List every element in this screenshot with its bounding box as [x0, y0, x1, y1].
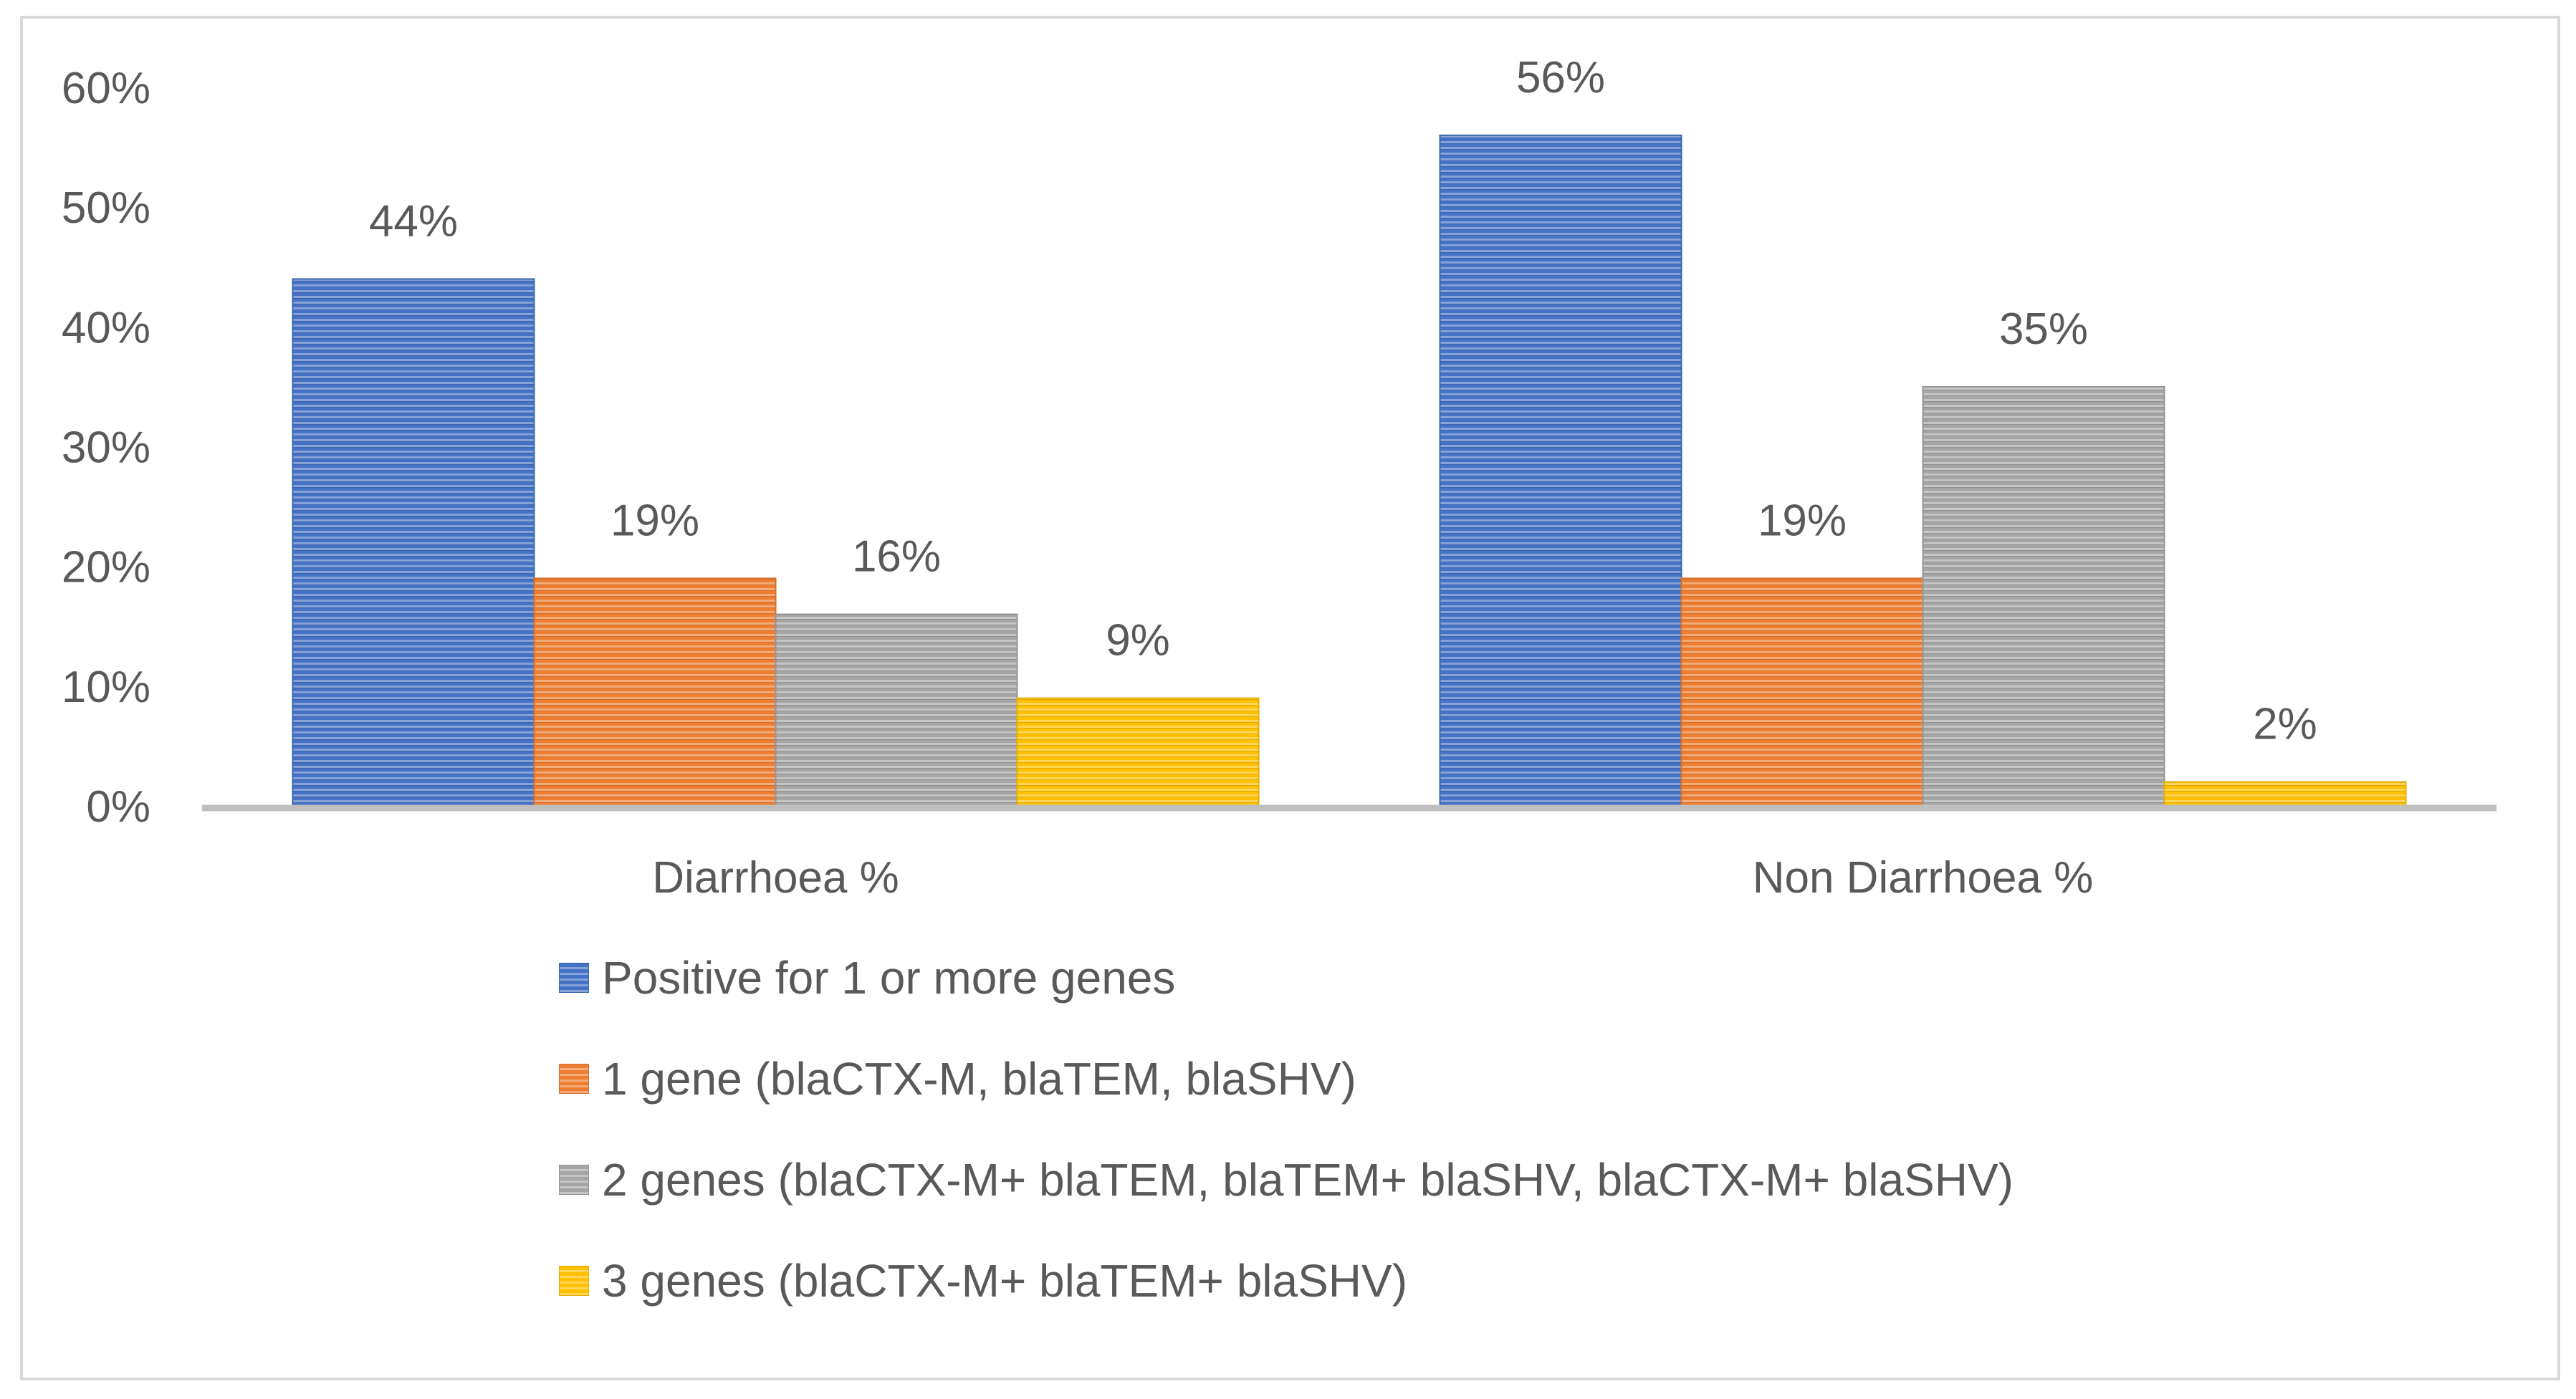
bar-value-label: 35%: [1999, 304, 2088, 354]
y-axis-ticks: 0% 10% 20% 30% 40% 50% 60%: [62, 64, 150, 832]
legend-item: 2 genes (blaCTX-M+ blaTEM, blaTEM+ blaSH…: [559, 1154, 2014, 1206]
legend-item: Positive for 1 or more genes: [559, 952, 2014, 1004]
y-tick-label: 60%: [62, 64, 150, 113]
bar: [1922, 385, 2165, 807]
x-category-label: Non Diarrhoea %: [1753, 853, 2094, 903]
legend-item: 1 gene (blaCTX-M, blaTEM, blaSHV): [559, 1053, 2014, 1105]
y-tick-label: 10%: [62, 663, 150, 712]
legend-label: 2 genes (blaCTX-M+ blaTEM, blaTEM+ blaSH…: [602, 1154, 2014, 1206]
y-tick-label: 30%: [62, 423, 150, 473]
legend: Positive for 1 or more genes 1 gene (blaC…: [559, 952, 2014, 1357]
bar-value-label: 2%: [2253, 700, 2317, 749]
y-tick-label: 50%: [62, 183, 150, 233]
x-axis-category-labels: Diarrhoea % Non Diarrhoea %: [652, 853, 2093, 903]
bars: [292, 134, 2407, 807]
bar: [2163, 781, 2407, 807]
y-tick-label: 20%: [62, 543, 150, 592]
bar: [775, 613, 1018, 807]
legend-swatch: [559, 1266, 589, 1296]
bar: [1680, 577, 1924, 807]
data-labels: 44% 19% 16% 9% 56% 19% 35% 2%: [369, 53, 2317, 749]
bar-value-label: 19%: [611, 496, 699, 545]
legend-swatch: [559, 1165, 589, 1195]
bar-value-label: 16%: [852, 532, 941, 582]
legend-swatch: [559, 1064, 589, 1094]
legend-label: 1 gene (blaCTX-M, blaTEM, blaSHV): [602, 1053, 1356, 1105]
bar: [533, 577, 777, 807]
y-tick-label: 40%: [62, 303, 150, 352]
x-category-label: Diarrhoea %: [652, 853, 899, 903]
bar: [292, 278, 535, 807]
legend-item: 3 genes (blaCTX-M+ blaTEM+ blaSHV): [559, 1255, 2014, 1307]
bar-value-label: 9%: [1106, 616, 1170, 665]
legend-swatch: [559, 963, 589, 993]
bar-value-label: 19%: [1758, 496, 1847, 545]
bar: [1016, 697, 1260, 807]
legend-label: 3 genes (blaCTX-M+ blaTEM+ blaSHV): [602, 1255, 1407, 1307]
bar: [1439, 134, 1682, 807]
legend-label: Positive for 1 or more genes: [602, 952, 1176, 1004]
y-tick-label: 0%: [86, 782, 150, 832]
bar-value-label: 44%: [369, 196, 458, 246]
bar-value-label: 56%: [1516, 53, 1605, 102]
